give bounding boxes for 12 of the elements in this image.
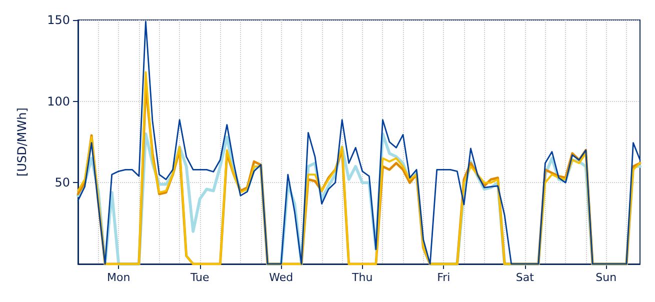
y-tick-label: 50	[54, 176, 70, 190]
x-tick-label: Mon	[107, 271, 130, 284]
x-tick-label: Thu	[351, 271, 373, 284]
y-tick-label: 100	[47, 94, 70, 108]
line-series	[77, 20, 641, 265]
x-tick-label: Wed	[269, 271, 294, 284]
y-axis-title: [USD/MWh]	[15, 108, 29, 176]
x-tick-label: Fri	[437, 271, 450, 284]
x-tick-label: Sat	[516, 271, 535, 284]
y-tick-label: 150	[47, 13, 70, 27]
x-tick-label: Tue	[189, 271, 210, 284]
x-tick-label: Sun	[596, 271, 617, 284]
